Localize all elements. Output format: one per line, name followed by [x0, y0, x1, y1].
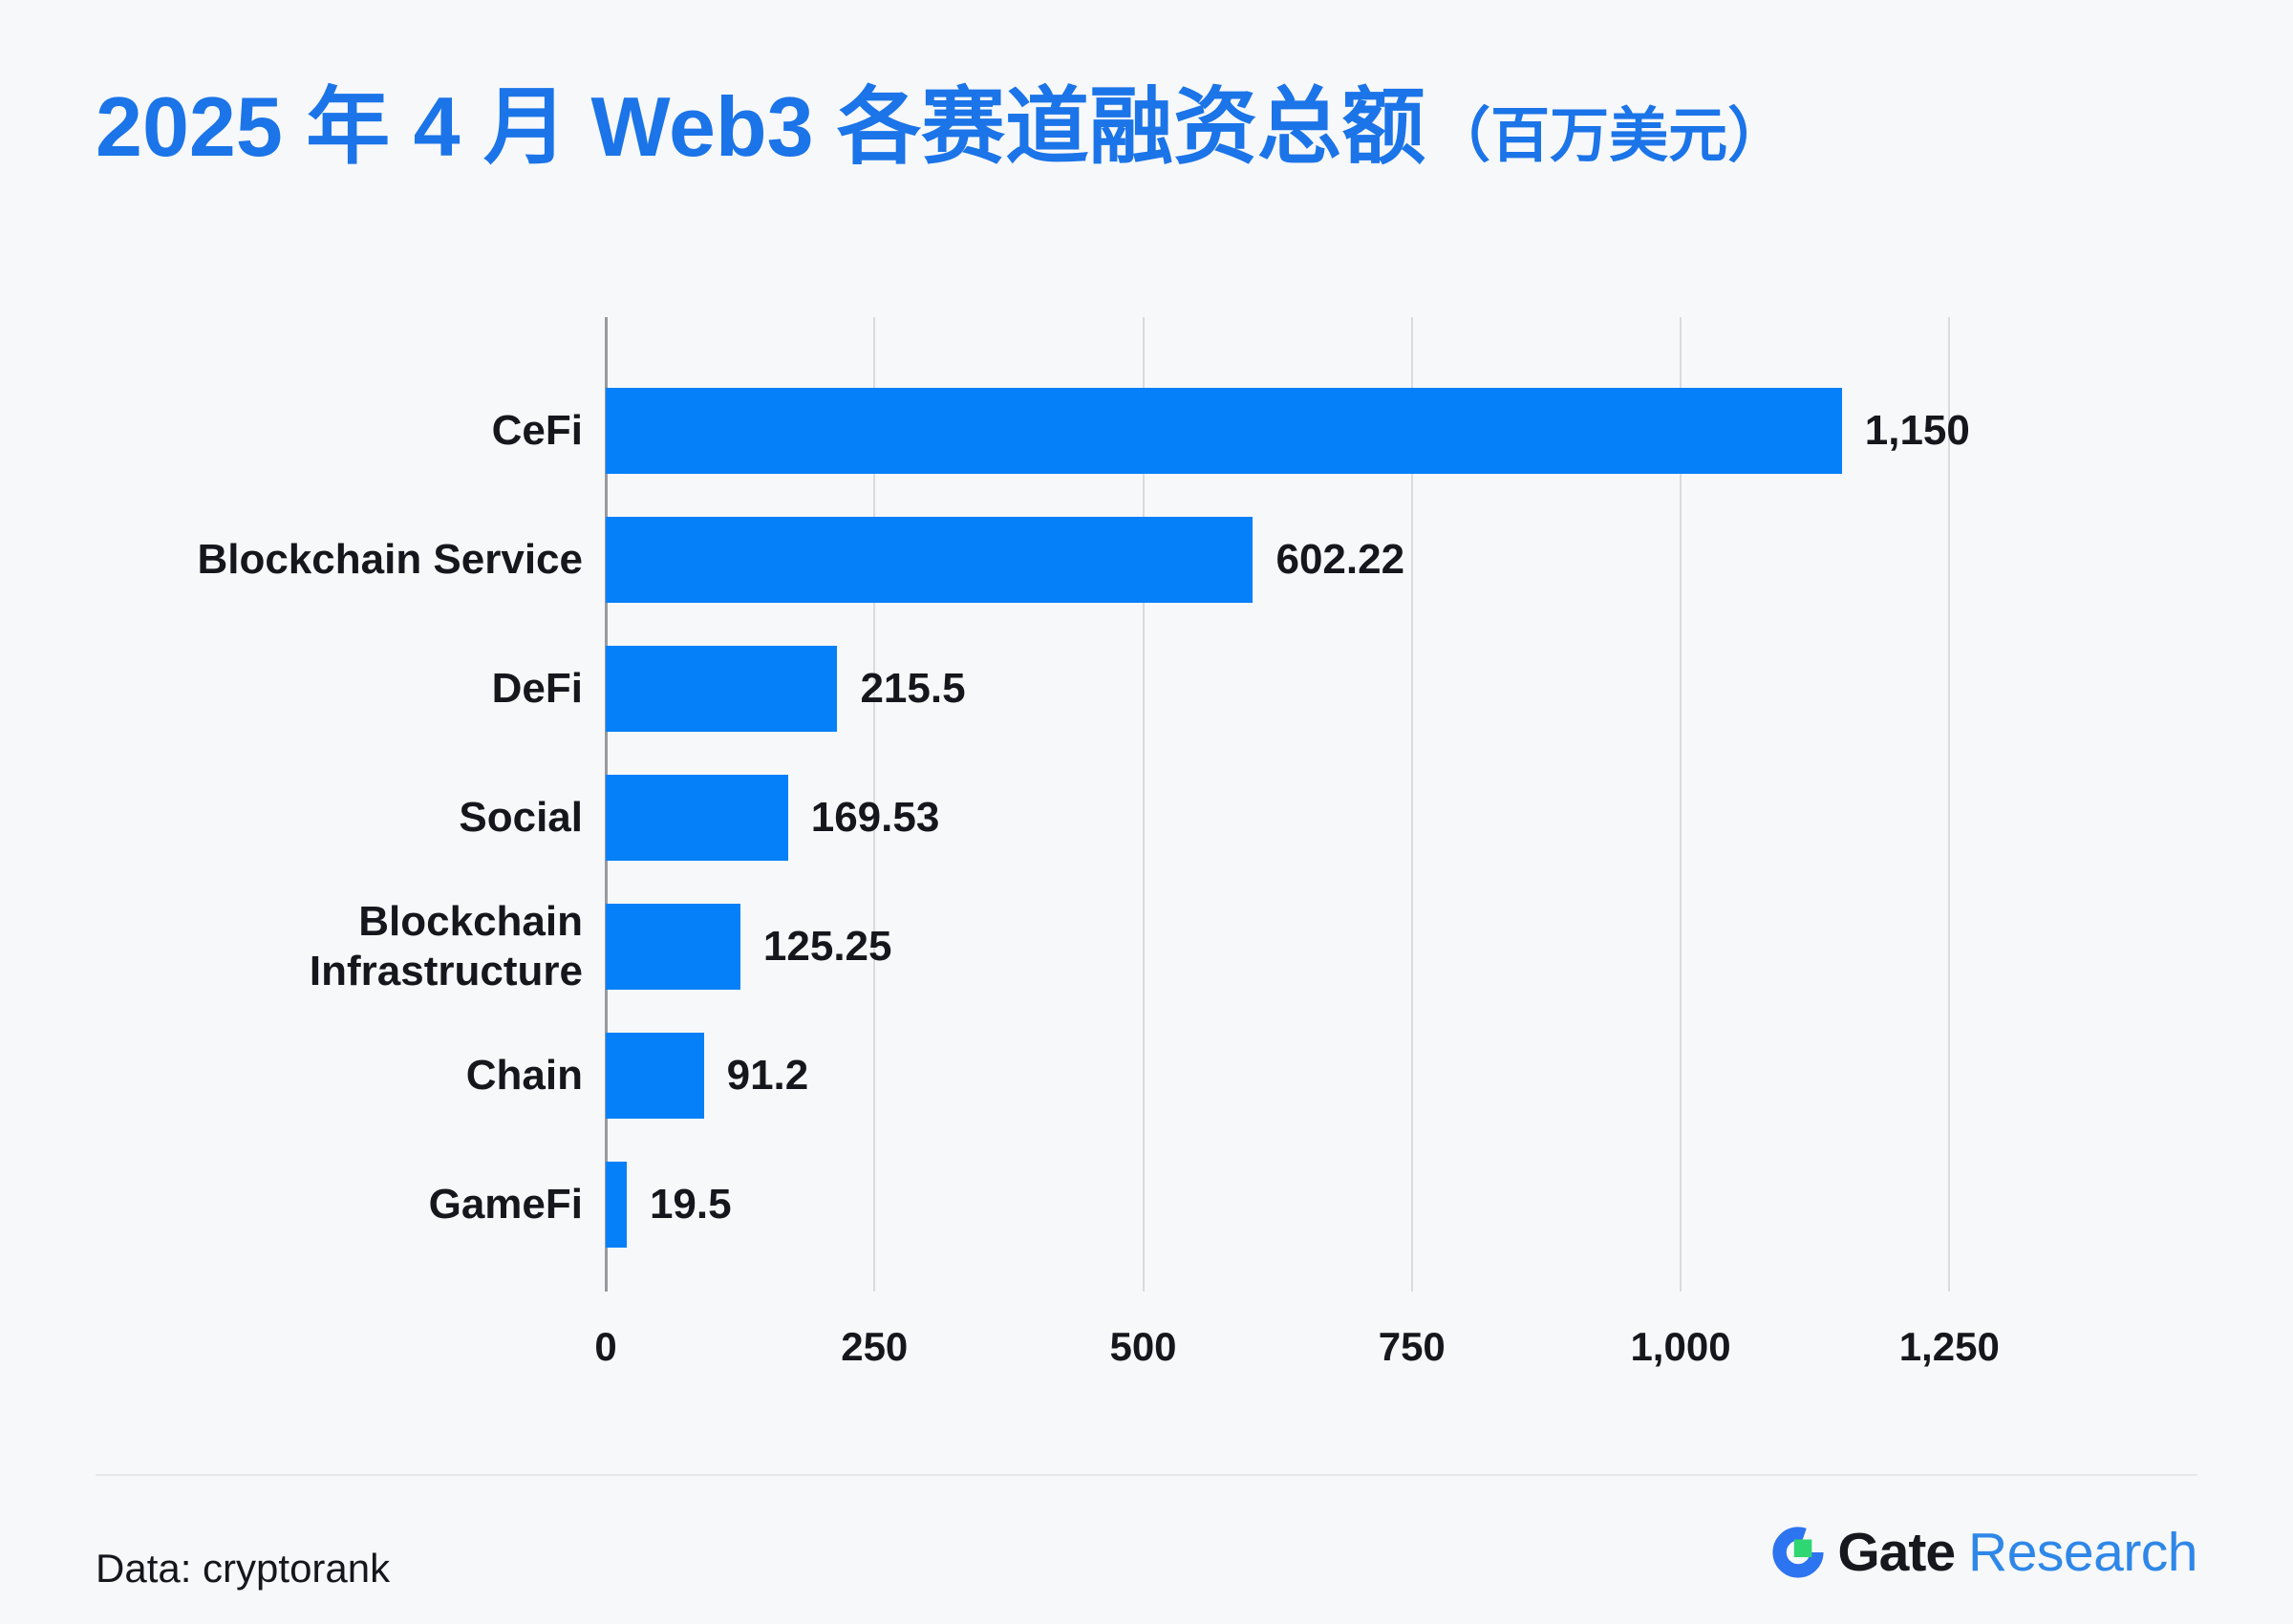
gate-research-logo: Gate Research [1772, 1522, 2197, 1583]
gridline-1000 [1680, 317, 1682, 1292]
gridline-1250 [1948, 317, 1951, 1292]
x-tick-label-250: 250 [841, 1324, 909, 1369]
bar-cefi [606, 387, 1842, 474]
gridline-250 [873, 317, 876, 1292]
bar-row-social: Social 169.53 [0, 753, 2293, 882]
chart-title: 2025 年 4 月 Web3 各赛道融资总额（百万美元） [96, 59, 1787, 181]
gridline-750 [1410, 317, 1413, 1292]
chart-title-main: 2025 年 4 月 Web3 各赛道融资总额 [96, 79, 1426, 174]
x-tick-label-0: 0 [594, 1324, 617, 1369]
chart-title-unit: （百万美元） [1431, 103, 1788, 169]
bar-social [606, 774, 788, 861]
category-label-cefi: CeFi [0, 406, 606, 456]
bar-value-blockchain-infrastructure: 125.25 [762, 922, 892, 970]
x-tick-label-1000: 1,000 [1630, 1324, 1731, 1369]
bar-row-defi: DeFi 215.5 [0, 624, 2293, 753]
bar-gamefi [606, 1161, 627, 1248]
category-label-gamefi: GameFi [0, 1180, 606, 1229]
bar-row-blockchain-infrastructure: Blockchain Infrastructure 125.25 [0, 882, 2293, 1011]
data-source-label: Data: cryptorank [96, 1546, 391, 1591]
category-label-text: Social [459, 793, 583, 841]
x-tick-label-500: 500 [1109, 1324, 1177, 1369]
category-label-text: Blockchain Infrastructure [309, 897, 583, 994]
category-label-blockchain-service: Blockchain Service [0, 535, 606, 585]
bar-value-social: 169.53 [810, 793, 940, 841]
bar-blockchain-service [606, 516, 1254, 603]
category-label-text: Chain [465, 1051, 583, 1099]
category-label-defi: DeFi [0, 664, 606, 714]
gate-logo-icon [1772, 1527, 1824, 1578]
bar-chain [606, 1032, 704, 1119]
footer-divider [96, 1474, 2197, 1476]
category-label-text: DeFi [491, 664, 583, 712]
category-label-blockchain-infrastructure: Blockchain Infrastructure [0, 897, 606, 996]
category-label-social: Social [0, 793, 606, 843]
bar-value-cefi: 1,150 [1864, 406, 1970, 454]
category-label-chain: Chain [0, 1051, 606, 1100]
bar-value-defi: 215.5 [860, 664, 966, 712]
bar-value-chain: 91.2 [726, 1051, 809, 1099]
bar-row-gamefi: GameFi 19.5 [0, 1140, 2293, 1269]
x-tick-label-750: 750 [1378, 1324, 1446, 1369]
brand-gate-text: Gate [1837, 1522, 1956, 1583]
bar-defi [606, 645, 838, 732]
bar-value-blockchain-service: 602.22 [1275, 535, 1405, 583]
category-label-text: CeFi [491, 406, 583, 454]
brand-research-text: Research [1968, 1522, 2197, 1583]
bar-value-gamefi: 19.5 [649, 1180, 732, 1228]
bar-row-chain: Chain 91.2 [0, 1011, 2293, 1140]
bar-row-blockchain-service: Blockchain Service 602.22 [0, 495, 2293, 624]
gridline-500 [1142, 317, 1145, 1292]
category-label-text: GameFi [428, 1180, 583, 1228]
bar-row-cefi: CeFi 1,150 [0, 366, 2293, 495]
bar-blockchain-infrastructure [606, 903, 740, 990]
bar-rows: CeFi 1,150 Blockchain Service 602.22 DeFi 215… [0, 317, 2293, 1269]
x-tick-label-1250: 1,250 [1898, 1324, 2000, 1369]
category-label-text: Blockchain Service [197, 535, 583, 583]
